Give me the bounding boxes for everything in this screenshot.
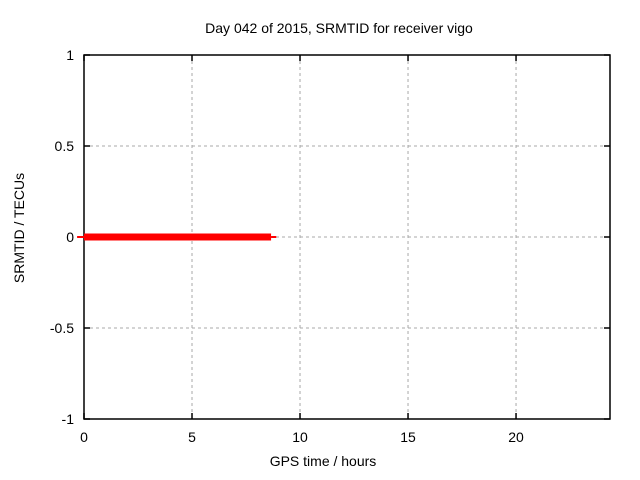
- x-tick-label-15: 15: [400, 429, 416, 445]
- y-tick-label-1: 1: [66, 47, 74, 63]
- x-tick-label-10: 10: [292, 429, 308, 445]
- x-tick-label-5: 5: [188, 429, 196, 445]
- y-tick-label-0: 0: [66, 229, 74, 245]
- y-tick-label-0.5: 0.5: [54, 138, 74, 154]
- y-tick-label--1: -1: [61, 411, 74, 427]
- x-tick-label-0: 0: [80, 429, 88, 445]
- x-tick-label-20: 20: [508, 429, 524, 445]
- chart-title: Day 042 of 2015, SRMTID for receiver vig…: [205, 20, 473, 36]
- y-tick-label--0.5: -0.5: [49, 320, 74, 336]
- x-axis-label: GPS time / hours: [269, 453, 377, 469]
